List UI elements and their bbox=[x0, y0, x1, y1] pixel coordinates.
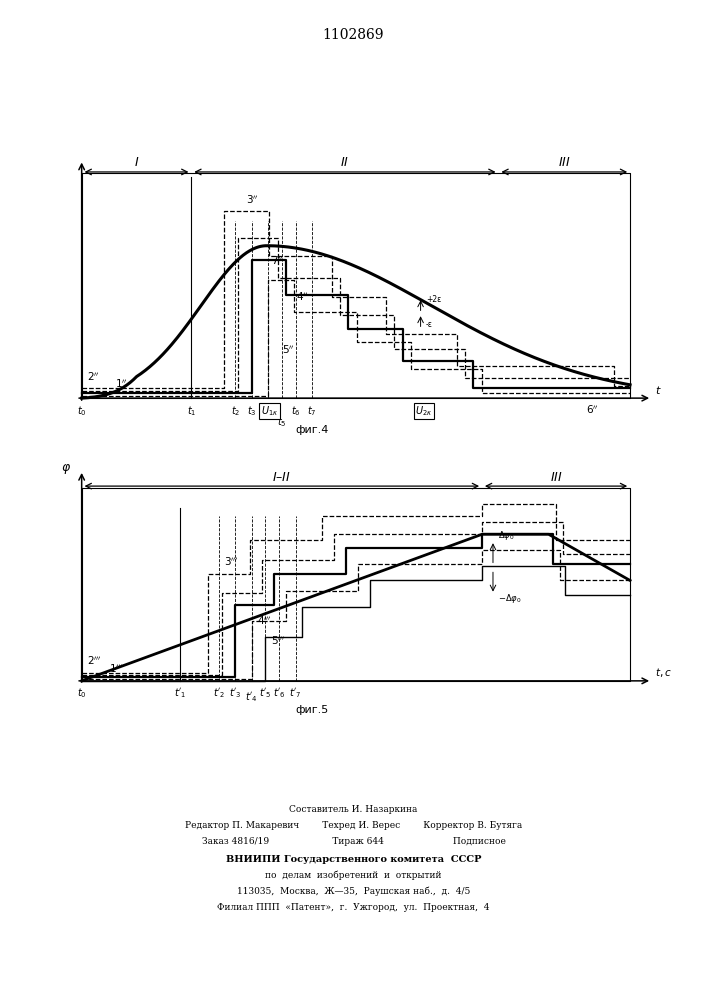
Text: $3''$: $3''$ bbox=[246, 194, 259, 206]
Text: $t_4$: $t_4$ bbox=[263, 409, 273, 423]
Text: $II$: $II$ bbox=[340, 156, 349, 169]
Text: $I$: $I$ bbox=[134, 156, 139, 169]
Text: $t'_5$: $t'_5$ bbox=[259, 686, 271, 700]
Text: $-\Delta\varphi_0$: $-\Delta\varphi_0$ bbox=[498, 592, 522, 605]
Text: $t'_4$: $t'_4$ bbox=[245, 690, 258, 704]
Text: $t'_2$: $t'_2$ bbox=[213, 686, 225, 700]
Text: $t_7$: $t_7$ bbox=[308, 404, 317, 418]
Text: по  делам  изобретений  и  открытий: по делам изобретений и открытий bbox=[265, 871, 442, 880]
Text: $t'_1$: $t'_1$ bbox=[174, 686, 187, 700]
Text: $7''$: $7''$ bbox=[271, 255, 284, 267]
Text: $t$: $t$ bbox=[655, 384, 662, 396]
Text: $t_6$: $t_6$ bbox=[291, 404, 300, 418]
Text: $t'_3$: $t'_3$ bbox=[229, 686, 242, 700]
Text: $t'_6$: $t'_6$ bbox=[273, 686, 286, 700]
Text: Заказ 4816/19                      Тираж 644                        Подписное: Заказ 4816/19 Тираж 644 Подписное bbox=[201, 837, 506, 846]
Text: +2ε: +2ε bbox=[426, 295, 441, 304]
Text: $4''$: $4''$ bbox=[296, 291, 308, 303]
Text: Филиал ППП  «Патент»,  г.  Ужгород,  ул.  Проектная,  4: Филиал ППП «Патент», г. Ужгород, ул. Про… bbox=[217, 903, 490, 912]
Text: $t_0$: $t_0$ bbox=[77, 404, 86, 418]
Text: $6''$: $6''$ bbox=[586, 404, 599, 416]
Text: $III$: $III$ bbox=[558, 156, 571, 169]
Text: 113035,  Москва,  Ж—35,  Раушская наб.,  д.  4/5: 113035, Москва, Ж—35, Раушская наб., д. … bbox=[237, 887, 470, 896]
Text: Составитель И. Назаркина: Составитель И. Назаркина bbox=[289, 805, 418, 814]
Text: ВНИИПИ Государственного комитета  СССР: ВНИИПИ Государственного комитета СССР bbox=[226, 855, 481, 864]
Text: $2''$: $2''$ bbox=[87, 371, 100, 383]
Text: $I–II$: $I–II$ bbox=[272, 471, 291, 484]
Text: $t'_7$: $t'_7$ bbox=[289, 686, 302, 700]
Text: $5''$: $5''$ bbox=[281, 343, 294, 356]
Text: $\varphi$: $\varphi$ bbox=[61, 462, 71, 476]
Text: $t, c$: $t, c$ bbox=[655, 666, 672, 679]
Text: $t_2$: $t_2$ bbox=[230, 404, 240, 418]
Text: фиг.5: фиг.5 bbox=[296, 705, 329, 715]
Text: $U_{2\kappa}$: $U_{2\kappa}$ bbox=[415, 404, 433, 418]
Text: $t_3$: $t_3$ bbox=[247, 404, 257, 418]
Text: фиг.4: фиг.4 bbox=[296, 425, 329, 435]
Text: 1102869: 1102869 bbox=[323, 28, 384, 42]
Text: $t_1$: $t_1$ bbox=[187, 404, 196, 418]
Text: $5'''$: $5'''$ bbox=[271, 634, 286, 647]
Text: $\Delta\varphi_0$: $\Delta\varphi_0$ bbox=[498, 529, 515, 542]
Text: $4'''$: $4'''$ bbox=[257, 614, 271, 627]
Text: $2'''$: $2'''$ bbox=[87, 654, 102, 667]
Text: $1'''$: $1'''$ bbox=[109, 662, 124, 675]
Text: $t_0$: $t_0$ bbox=[77, 686, 86, 700]
Text: $U_{1\kappa}$: $U_{1\kappa}$ bbox=[261, 404, 279, 418]
Text: $III$: $III$ bbox=[549, 471, 562, 484]
Text: $1''$: $1''$ bbox=[115, 378, 127, 390]
Text: $t_5$: $t_5$ bbox=[277, 415, 286, 429]
Text: Редактор П. Макаревич        Техред И. Верес        Корректор В. Бутяга: Редактор П. Макаревич Техред И. Верес Ко… bbox=[185, 821, 522, 830]
Text: -ε: -ε bbox=[426, 320, 433, 329]
Text: $3'''$: $3'''$ bbox=[224, 556, 239, 568]
